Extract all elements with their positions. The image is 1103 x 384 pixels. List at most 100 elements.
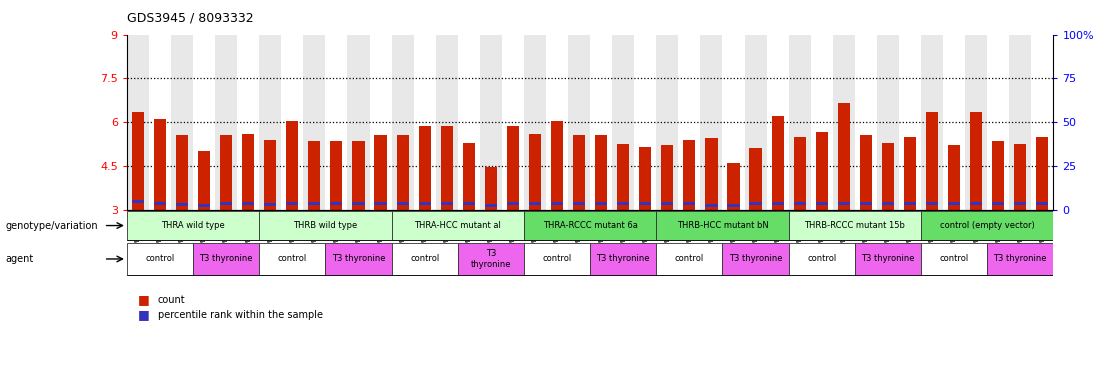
Bar — [480, 35, 502, 210]
Bar — [259, 210, 281, 242]
Bar — [877, 210, 899, 242]
Text: THRA-RCCC mutant 6a: THRA-RCCC mutant 6a — [543, 221, 638, 230]
Bar — [877, 35, 899, 210]
Bar — [550, 121, 563, 210]
Bar — [634, 35, 656, 210]
Bar — [789, 211, 921, 240]
Bar — [325, 210, 347, 242]
Bar — [370, 210, 392, 242]
Bar — [1037, 137, 1049, 210]
Bar — [458, 243, 524, 275]
Bar — [325, 243, 392, 275]
Bar — [436, 210, 458, 242]
Bar — [745, 35, 767, 210]
Bar — [662, 146, 673, 210]
Bar — [219, 135, 232, 210]
Bar — [855, 35, 877, 210]
Bar — [656, 35, 678, 210]
Bar — [502, 35, 524, 210]
Bar — [237, 210, 259, 242]
Bar — [392, 35, 414, 210]
Bar — [529, 134, 542, 210]
Bar — [219, 202, 232, 205]
Text: THRA wild type: THRA wild type — [161, 221, 225, 230]
Bar — [392, 243, 458, 275]
Text: T3 thyronine: T3 thyronine — [994, 255, 1047, 263]
Text: control: control — [940, 255, 968, 263]
Text: control: control — [543, 255, 571, 263]
Bar — [722, 210, 745, 242]
Bar — [662, 202, 673, 205]
Bar — [1009, 35, 1031, 210]
Bar — [1037, 202, 1049, 205]
Bar — [789, 35, 811, 210]
Bar — [882, 142, 893, 210]
Bar — [259, 243, 325, 275]
Bar — [789, 243, 855, 275]
Bar — [550, 202, 563, 205]
Bar — [925, 112, 938, 210]
Bar — [949, 146, 960, 210]
Bar — [215, 35, 237, 210]
Text: THRA-HCC mutant al: THRA-HCC mutant al — [415, 221, 501, 230]
Bar — [303, 210, 325, 242]
Bar — [993, 202, 1004, 205]
Bar — [728, 204, 739, 207]
Bar — [838, 103, 849, 210]
Text: count: count — [158, 295, 185, 305]
Bar — [882, 202, 893, 205]
Bar — [816, 132, 827, 210]
Bar — [281, 210, 303, 242]
Bar — [374, 202, 386, 205]
Bar — [568, 35, 590, 210]
Bar — [855, 243, 921, 275]
Bar — [921, 210, 943, 242]
Bar — [287, 202, 298, 205]
Bar — [750, 148, 762, 210]
Bar — [971, 202, 982, 205]
Bar — [414, 210, 436, 242]
Bar — [700, 210, 722, 242]
Bar — [722, 243, 789, 275]
Bar — [1015, 144, 1026, 210]
Text: T3 thyronine: T3 thyronine — [861, 255, 914, 263]
Bar — [596, 135, 608, 210]
Bar — [414, 35, 436, 210]
Bar — [706, 138, 718, 210]
Text: T3 thyronine: T3 thyronine — [200, 255, 253, 263]
Bar — [590, 210, 612, 242]
Bar — [353, 141, 364, 210]
Bar — [965, 210, 987, 242]
Bar — [193, 243, 259, 275]
Bar — [396, 135, 408, 210]
Text: T3
thyronine: T3 thyronine — [471, 249, 511, 269]
Bar — [943, 35, 965, 210]
Bar — [484, 167, 496, 210]
Bar — [303, 35, 325, 210]
Bar — [618, 202, 629, 205]
Bar — [330, 202, 342, 205]
Text: THRB-RCCC mutant 15b: THRB-RCCC mutant 15b — [804, 221, 906, 230]
Bar — [767, 210, 789, 242]
Bar — [987, 243, 1053, 275]
Bar — [418, 126, 430, 210]
Bar — [683, 202, 696, 205]
Text: control: control — [410, 255, 439, 263]
Bar — [590, 35, 612, 210]
Bar — [943, 210, 965, 242]
Bar — [396, 202, 408, 205]
Bar — [987, 210, 1009, 242]
Bar — [612, 210, 634, 242]
Bar — [287, 121, 298, 210]
Text: THRB wild type: THRB wild type — [293, 221, 357, 230]
Text: control (empty vector): control (empty vector) — [940, 221, 1035, 230]
Bar — [193, 210, 215, 242]
Bar — [308, 141, 321, 210]
Bar — [640, 147, 651, 210]
Bar — [656, 211, 789, 240]
Bar — [370, 35, 392, 210]
Bar — [353, 202, 364, 205]
Bar — [860, 202, 871, 205]
Bar — [463, 202, 474, 205]
Bar — [772, 116, 783, 210]
